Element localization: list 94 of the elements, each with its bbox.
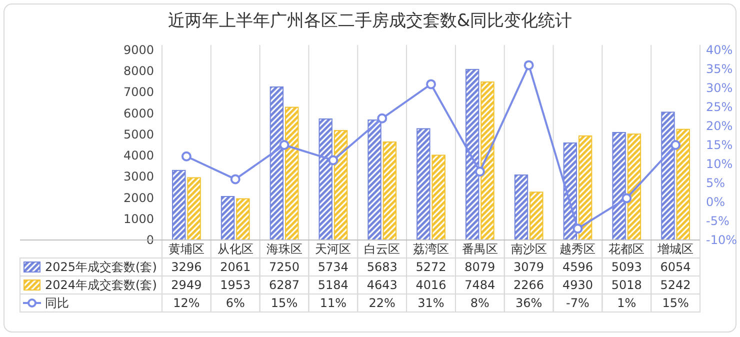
data-label: 8079 — [464, 260, 496, 274]
point — [230, 174, 240, 184]
point — [622, 193, 632, 204]
bar — [432, 154, 446, 240]
data-label: 4930 — [562, 278, 593, 292]
data-label: 31% — [418, 296, 444, 310]
y-tick-label: 8000 — [123, 64, 154, 78]
y-tick-label: 4000 — [123, 148, 154, 163]
point — [670, 140, 681, 150]
data-label: 15% — [270, 296, 298, 310]
y2-tick-label: 20% — [706, 119, 733, 133]
data-label: 36% — [515, 296, 542, 310]
x-tick-label: 花都区 — [608, 242, 645, 256]
point — [181, 151, 192, 162]
x-tick-label: 荔湾区 — [413, 242, 449, 256]
data-label: 2949 — [171, 278, 202, 292]
point — [524, 60, 534, 70]
data-label: 7250 — [269, 260, 300, 274]
data-label: 2061 — [220, 260, 251, 274]
data-label: 4016 — [416, 278, 446, 292]
data-label: -7% — [566, 296, 590, 310]
point — [377, 113, 388, 124]
y2-tick-label: 25% — [706, 100, 733, 114]
y2-tick-label: -10% — [706, 233, 738, 247]
bar — [220, 196, 235, 240]
bar — [382, 141, 397, 240]
y-tick-label: 6000 — [123, 106, 154, 120]
y2-tick-label: 30% — [706, 81, 733, 95]
data-label: 1% — [617, 296, 636, 310]
data-label: 6054 — [660, 260, 691, 274]
legend-label: 2024年成交套数(套) — [45, 278, 157, 292]
y-tick-label: 2000 — [123, 190, 154, 205]
data-label: 22% — [368, 296, 396, 310]
y-tick-label: 5000 — [123, 127, 154, 142]
bar — [172, 170, 186, 240]
bar — [514, 174, 528, 240]
point — [474, 166, 485, 177]
y2-tick-label: 15% — [706, 138, 733, 152]
x-tick-label: 从化区 — [217, 242, 254, 256]
y-tick-label: 1000 — [123, 212, 154, 226]
y2-tick-label: 40% — [706, 43, 733, 57]
data-label: 8% — [470, 296, 490, 310]
data-label: 5683 — [366, 260, 398, 274]
data-label: 6287 — [269, 278, 300, 292]
y-tick-label: 9000 — [123, 43, 154, 57]
x-tick-label: 南沙区 — [510, 242, 547, 256]
x-tick-label: 越秀区 — [560, 242, 596, 256]
x-tick-label: 白云区 — [364, 242, 400, 256]
data-label: 5734 — [318, 260, 348, 274]
legend-label: 同比 — [45, 296, 69, 310]
y2-tick-label: 0% — [706, 195, 726, 209]
data-label: 3079 — [514, 260, 544, 274]
bar — [480, 82, 494, 240]
data-label: 1953 — [220, 278, 251, 292]
data-label: 11% — [320, 296, 347, 310]
point — [328, 155, 338, 166]
bar — [416, 128, 430, 240]
point — [426, 79, 436, 90]
data-label: 15% — [662, 296, 689, 310]
bar — [334, 130, 348, 240]
x-tick-label: 海珠区 — [266, 242, 302, 256]
y-tick-label: 7000 — [123, 85, 154, 100]
data-label: 3296 — [171, 260, 202, 274]
bar — [187, 177, 201, 240]
bar — [284, 106, 299, 240]
data-label: 5093 — [611, 260, 642, 274]
x-tick-label: 黄埔区 — [168, 242, 204, 256]
y2-tick-label: 5% — [706, 176, 726, 190]
legend-label: 2025年成交套数(套) — [45, 260, 157, 274]
chart-title: 近两年上半年广州各区二手房成交套数&同比变化统计 — [168, 11, 572, 31]
x-tick-label: 增城区 — [656, 242, 694, 256]
data-label: 2266 — [514, 278, 544, 292]
x-tick-label: 天河区 — [315, 242, 352, 256]
y2-tick-label: 35% — [706, 62, 733, 76]
data-label: 5272 — [416, 260, 446, 274]
bar — [676, 128, 690, 240]
point — [279, 140, 290, 150]
x-tick-label: 番禺区 — [462, 242, 498, 256]
data-label: 5242 — [660, 278, 691, 292]
bar — [236, 198, 250, 240]
data-label: 5018 — [611, 278, 642, 292]
data-label: 5184 — [318, 278, 348, 292]
y-tick-label: 3000 — [123, 170, 154, 184]
data-label: 6% — [226, 296, 245, 310]
data-label: 4643 — [366, 278, 398, 292]
bar — [627, 134, 642, 240]
data-label: 4596 — [562, 260, 593, 274]
point — [572, 224, 583, 234]
y2-tick-label: 10% — [706, 157, 733, 171]
bar — [530, 192, 544, 240]
data-label: 12% — [173, 296, 200, 310]
bar — [578, 135, 592, 240]
data-label: 7484 — [464, 278, 496, 292]
y2-tick-label: -5% — [706, 214, 730, 228]
